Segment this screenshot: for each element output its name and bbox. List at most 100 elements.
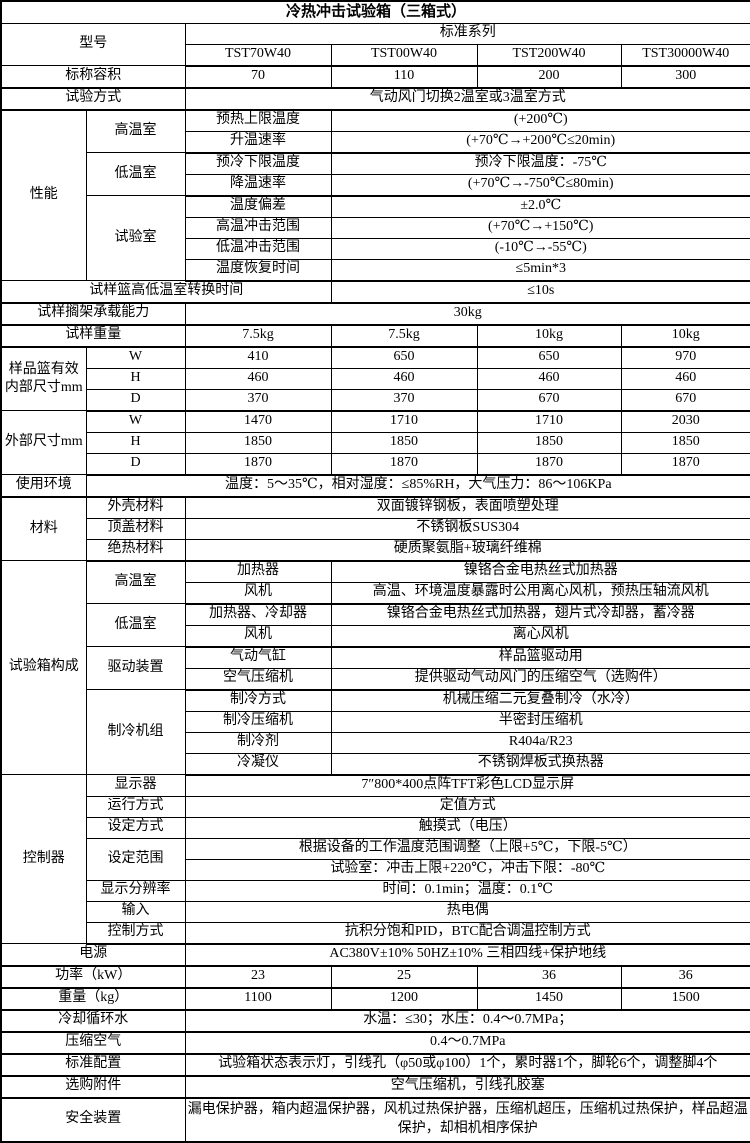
value-cell: 36 (476, 965, 622, 989)
value-cell: 23 (184, 965, 332, 989)
value-cell: 110 (330, 65, 478, 89)
sub-label: 高温室 (85, 560, 186, 604)
sub-label: 气动气缸 (184, 646, 332, 669)
value-cell: 高温、环境温度暴露时公用离心风机，预热压轴流风机 (330, 581, 750, 605)
value-cell: 370 (330, 388, 478, 412)
value-cell: 双面镀锌钢板，表面喷塑处理 (184, 496, 750, 519)
value-cell: 1710 (476, 410, 622, 433)
value-cell: 460 (620, 367, 750, 390)
sub-label: 低温室 (85, 603, 186, 647)
value-cell: ±2.0℃ (330, 195, 750, 218)
sub-label: 冷凝仪 (184, 752, 332, 776)
sub-label: 显示分辨率 (85, 879, 186, 902)
sub-label: 温度恢复时间 (184, 258, 332, 282)
value-cell: 650 (330, 346, 478, 369)
value-cell: 670 (476, 388, 622, 412)
sub-label: 外壳材料 (85, 496, 186, 519)
group-label: 试验箱构成 (0, 560, 87, 775)
value-cell: 36 (620, 965, 750, 989)
value-cell: R404a/R23 (330, 731, 750, 754)
value-cell: 根据设备的工作温度范围调整（上限+5℃，下限-5℃） (184, 837, 750, 860)
model-name: TST200W40 (476, 43, 622, 67)
value-cell: 2030 (620, 410, 750, 433)
value-cell: 1870 (330, 452, 478, 476)
sub-label: W (85, 346, 186, 369)
value-cell: 970 (620, 346, 750, 369)
value-cell: 670 (620, 388, 750, 412)
row-label: 型号 (0, 22, 186, 66)
row-label: 安全装置 (0, 1097, 186, 1142)
sub-label: 制冷机组 (85, 689, 186, 775)
value-cell: 460 (476, 367, 622, 390)
group-label: 样品篮有效 内部尺寸mm (0, 346, 87, 411)
value-cell: 200 (476, 65, 622, 89)
group-label: 外部尺寸mm (0, 410, 87, 475)
value-cell: 300 (620, 65, 750, 89)
sub-label: 升温速率 (184, 130, 332, 154)
row-label: 压缩空气 (0, 1031, 186, 1055)
value-cell: 温度：5～35℃，相对湿度：≤85%RH，大气压力：86～106KPa (85, 474, 750, 498)
model-name: TST70W40 (184, 43, 332, 67)
value-cell: 样品篮驱动用 (330, 646, 750, 669)
model-name: TST30000W40 (620, 43, 750, 67)
sub-label: 显示器 (85, 774, 186, 797)
value-cell: 10kg (620, 324, 750, 348)
value-cell: 7.5kg (330, 324, 478, 348)
sub-label: 加热器、冷却器 (184, 603, 332, 626)
value-cell: 定值方式 (184, 795, 750, 818)
value-cell: 1500 (620, 987, 750, 1011)
value-cell: ≤10s (330, 280, 750, 304)
value-cell: (+70℃→+150℃) (330, 216, 750, 239)
sub-label: 制冷压缩机 (184, 710, 332, 733)
value-cell: 1710 (330, 410, 478, 433)
value-cell: 25 (330, 965, 478, 989)
value-cell: 半密封压缩机 (330, 710, 750, 733)
sub-label: 设定方式 (85, 816, 186, 839)
value-cell: 1850 (330, 431, 478, 454)
row-label: 标称容积 (0, 65, 186, 89)
value-cell: 460 (184, 367, 332, 390)
sub-label: 温度偏差 (184, 195, 332, 218)
sub-label: 风机 (184, 581, 332, 605)
value-cell: (+200℃) (330, 109, 750, 132)
value-cell: 1870 (620, 452, 750, 476)
sub-label: 输入 (85, 900, 186, 923)
value-cell: 10kg (476, 324, 622, 348)
sub-label: 低温室 (85, 152, 186, 196)
row-label: 电源 (0, 943, 186, 967)
sub-label: 运行方式 (85, 795, 186, 818)
value-cell: 460 (330, 367, 478, 390)
value-cell: 试验箱状态表示灯，引线孔（φ50或φ100）1个，累时器1个，脚轮6个，调整脚4… (184, 1053, 750, 1077)
value-cell: 触摸式（电压） (184, 816, 750, 839)
row-label: 试样篮高低温室转换时间 (0, 280, 332, 304)
value-cell: 不锈钢板SUS304 (184, 517, 750, 540)
value-cell: 370 (184, 388, 332, 412)
value-cell: 7.5kg (184, 324, 332, 348)
value-cell: ≤5min*3 (330, 258, 750, 282)
value-cell: (+70℃→+200℃≤20min) (330, 130, 750, 154)
sub-label: H (85, 367, 186, 390)
sub-label: 加热器 (184, 560, 332, 583)
value-cell: 1450 (476, 987, 622, 1011)
value-cell: 水温：≤30；水压：0.4～0.7MPa； (184, 1009, 750, 1033)
table-title: 冷热冲击试验箱（三箱式） (0, 0, 750, 24)
value-cell: 镍铬合金电热丝式加热器，翅片式冷却器，蓄冷器 (330, 603, 750, 626)
value-cell: 1200 (330, 987, 478, 1011)
row-label: 功率（kW） (0, 965, 186, 989)
value-cell: 1850 (184, 431, 332, 454)
value-cell: 0.4～0.7MPa (184, 1031, 750, 1055)
value-cell: 提供驱动气动风门的压缩空气（选购件） (330, 667, 750, 691)
value-cell: (+70℃→-750℃≤80min) (330, 173, 750, 197)
value-cell: 不锈钢焊板式换热器 (330, 752, 750, 776)
row-label: 使用环境 (0, 474, 87, 498)
value-cell: 时间：0.1min；温度：0.1℃ (184, 879, 750, 902)
value-cell: 7″800*400点阵TFT彩色LCD显示屏 (184, 774, 750, 797)
value-cell: 漏电保护器，箱内超温保护器，风机过热保护器，压缩机超压，压缩机过热保护，样品超温… (184, 1097, 750, 1142)
sub-label: H (85, 431, 186, 454)
row-label: 冷却循环水 (0, 1009, 186, 1033)
sub-label: 顶盖材料 (85, 517, 186, 540)
value-cell: 试验室：冲击上限+220℃，冲击下限：-80℃ (184, 858, 750, 881)
sub-label: D (85, 452, 186, 476)
sub-label: 低温冲击范围 (184, 237, 332, 260)
model-name: TST00W40 (330, 43, 478, 67)
